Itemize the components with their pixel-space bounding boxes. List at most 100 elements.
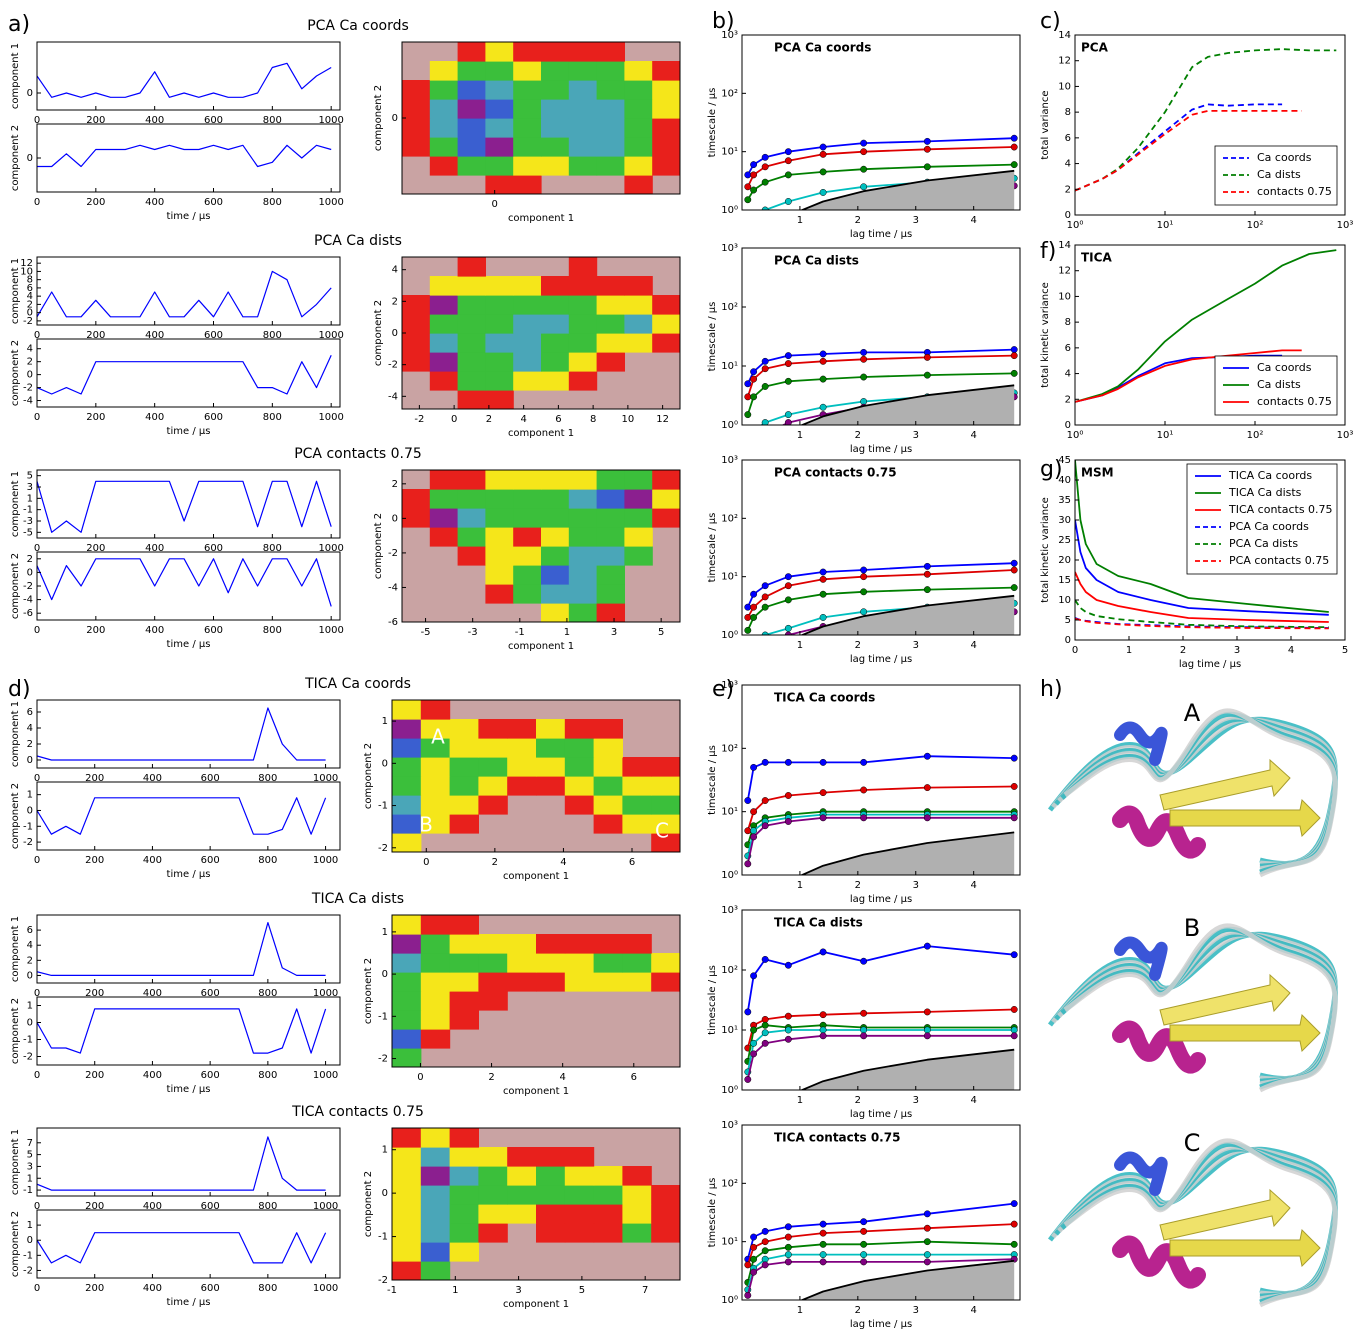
heatmap-cell xyxy=(478,1223,508,1243)
x-tick-label: 2 xyxy=(1180,645,1186,656)
plot-frame xyxy=(36,914,341,984)
y-tick-label: 10² xyxy=(721,513,738,524)
area xyxy=(747,832,1015,875)
heatmap-cell xyxy=(564,1166,595,1186)
series-line xyxy=(1075,571,1329,623)
x-tick-label: 3 xyxy=(1234,645,1240,656)
group-title: PCA Ca dists xyxy=(314,233,402,249)
marker xyxy=(784,792,792,799)
y-axis-label: component 2 xyxy=(10,553,21,619)
x-tick-label: 1000 xyxy=(318,543,343,554)
area xyxy=(747,170,1015,210)
marker xyxy=(923,145,931,153)
y-tick-label: -1 xyxy=(23,821,33,832)
heatmap-cell xyxy=(485,314,514,334)
y-tick-label: 10⁰ xyxy=(721,630,738,641)
heatmap-cell xyxy=(457,527,486,547)
x-tick-label: 3 xyxy=(611,627,617,638)
heatmap-cell xyxy=(596,508,625,528)
marker xyxy=(744,380,752,388)
x-tick-label: 1000 xyxy=(318,197,343,208)
plot-area xyxy=(37,354,332,395)
y-tick-label: 10³ xyxy=(721,680,738,691)
marker xyxy=(1010,1240,1018,1248)
x-axis-label: time / μs xyxy=(167,639,211,650)
x-tick-label: 200 xyxy=(86,115,105,126)
marker xyxy=(784,1258,792,1266)
y-tick-label: 4 xyxy=(392,265,398,276)
x-tick-label: 600 xyxy=(201,773,220,784)
heatmap-cell xyxy=(429,470,459,490)
plot-background xyxy=(37,915,340,983)
plot-title: TICA Ca coords xyxy=(774,691,875,705)
marker xyxy=(1010,1200,1018,1208)
heatmap-cell xyxy=(478,1185,508,1205)
marker xyxy=(784,1012,792,1020)
series-line xyxy=(1075,110,1302,192)
plot-area xyxy=(392,1128,680,1280)
series-line xyxy=(37,922,326,976)
x-tick-label: 2 xyxy=(855,640,861,651)
heatmap-cell xyxy=(478,795,508,815)
heatmap-cell xyxy=(513,489,542,509)
x-tick-label: 200 xyxy=(85,988,104,999)
heatmap-cell xyxy=(449,1128,479,1148)
plot-frame xyxy=(36,781,341,851)
x-tick-label: -1 xyxy=(515,627,525,638)
y-tick-label: -1 xyxy=(378,1011,388,1022)
marker xyxy=(923,1032,931,1040)
marker xyxy=(750,1243,758,1251)
marker xyxy=(750,161,758,169)
y-axis-label: component 2 xyxy=(373,85,384,151)
y-tick-label: 2 xyxy=(1065,184,1071,195)
y-tick-label: 4 xyxy=(27,344,33,355)
series-line xyxy=(37,62,332,98)
y-tick-label: -2 xyxy=(23,581,33,592)
x-axis-label: component 1 xyxy=(503,1299,569,1310)
panel-label: e) xyxy=(712,677,734,702)
marker xyxy=(1010,1220,1018,1228)
panel-label: c) xyxy=(1040,9,1061,34)
heatmap-cell xyxy=(622,934,652,954)
heatmap-cell xyxy=(392,1166,422,1186)
heatmap-cell xyxy=(485,390,514,409)
heatmap-cell xyxy=(513,61,542,81)
x-tick-label: 1 xyxy=(1126,645,1132,656)
chart: -5 -3 -1 1 3 5 -6 -4 -2 0 2 component 1 component 2 xyxy=(373,469,681,652)
x-tick-label: 1 xyxy=(797,215,803,226)
heatmap-cell xyxy=(457,61,486,81)
x-tick-label: 7 xyxy=(642,1285,648,1296)
annotation: B xyxy=(419,813,433,837)
plot-area xyxy=(744,559,1018,635)
heatmap-cell xyxy=(449,1223,479,1243)
x-tick-label: 600 xyxy=(204,412,223,423)
heatmap-cell xyxy=(624,508,653,528)
y-tick-label: 1 xyxy=(27,790,33,801)
x-tick-label: 10³ xyxy=(1337,220,1354,231)
x-tick-label: 400 xyxy=(143,855,162,866)
x-tick-label: 200 xyxy=(85,1070,104,1081)
heatmap-cell xyxy=(564,1185,595,1205)
x-tick-label: 2 xyxy=(855,430,861,441)
area xyxy=(747,1049,1015,1090)
heatmap-cell xyxy=(429,118,459,138)
y-tick-label: 10³ xyxy=(721,243,738,254)
x-tick-label: 1 xyxy=(797,1095,803,1106)
heatmap-cell xyxy=(449,991,479,1011)
heatmap-cell xyxy=(564,934,595,954)
marker xyxy=(744,613,752,621)
heatmap-cell xyxy=(568,137,598,157)
heatmap-cell xyxy=(593,795,623,815)
heatmap-cell xyxy=(652,80,680,100)
heatmap-cell xyxy=(478,1147,508,1167)
marker xyxy=(860,786,868,794)
heatmap-cell xyxy=(593,738,623,758)
series-line xyxy=(1075,599,1329,629)
x-tick-label: 3 xyxy=(913,1095,919,1106)
marker xyxy=(750,613,758,621)
marker xyxy=(1010,1032,1018,1040)
y-axis-label: timescale / μs xyxy=(707,88,718,158)
heatmap-cell xyxy=(420,972,451,992)
helix xyxy=(1114,1151,1168,1196)
